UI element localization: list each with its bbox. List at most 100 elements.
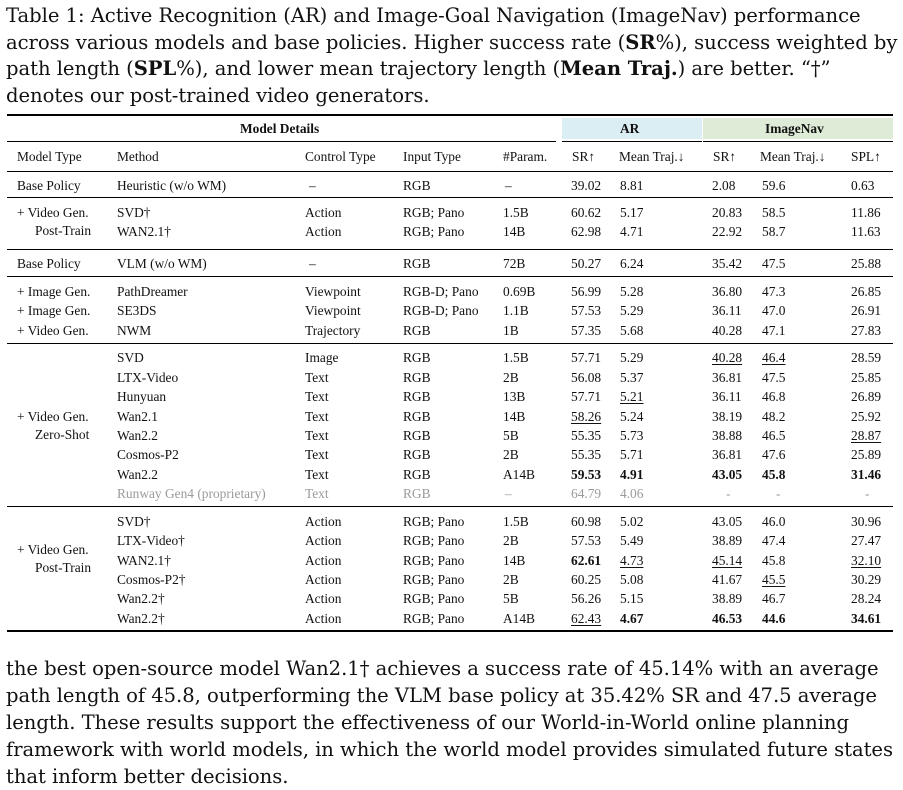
model-type-label: Base Policy bbox=[17, 256, 81, 271]
cell-ar-sr: 62.98 bbox=[571, 224, 602, 239]
model-type-label: + Video Gen. bbox=[17, 205, 89, 220]
cell-in-sr: 38.89 bbox=[712, 533, 743, 548]
cell-ar-sr: 58.26 bbox=[571, 409, 602, 424]
cell-ar-mean-traj: 5.24 bbox=[620, 409, 644, 424]
cell-in-mean-traj: 47.0 bbox=[762, 303, 786, 318]
col-model-type: Model Type bbox=[17, 149, 82, 164]
cell-input-type: RGB bbox=[403, 256, 431, 271]
cell-param: 14B bbox=[503, 409, 526, 424]
cell-in-spl: 11.86 bbox=[851, 205, 881, 220]
cell-in-mean-traj: 47.5 bbox=[762, 370, 786, 385]
cell-ar-sr: 57.35 bbox=[571, 323, 602, 338]
cell-in-mean-traj: 47.5 bbox=[762, 256, 786, 271]
cell-ar-sr: 55.35 bbox=[571, 447, 602, 462]
cell-ar-mean-traj: 6.24 bbox=[620, 256, 644, 271]
col-ar-mean-traj: Mean Traj.↓ bbox=[619, 149, 685, 164]
cell-input-type: RGB; Pano bbox=[403, 553, 465, 568]
cell-input-type: RGB bbox=[403, 178, 431, 193]
cell-param: 2B bbox=[503, 572, 519, 587]
cell-in-sr: 40.28 bbox=[712, 350, 743, 365]
cell-param: 1.5B bbox=[503, 350, 529, 365]
cell-param: – bbox=[505, 178, 512, 193]
col-method: Method bbox=[117, 149, 159, 164]
cell-ar-sr: 60.98 bbox=[571, 514, 602, 529]
top-rule bbox=[7, 114, 893, 116]
cell-method: Cosmos-P2 bbox=[117, 447, 179, 462]
cell-param: 13B bbox=[503, 389, 526, 404]
cell-in-sr: 36.81 bbox=[712, 447, 743, 462]
cell-in-spl: 32.10 bbox=[851, 553, 882, 568]
cell-method: Hunyuan bbox=[117, 389, 167, 404]
cell-in-mean-traj: 47.1 bbox=[762, 323, 786, 338]
cell-ar-sr: 57.71 bbox=[571, 389, 602, 404]
cell-in-mean-traj: 46.4 bbox=[762, 350, 786, 365]
cell-in-sr: 22.92 bbox=[712, 224, 743, 239]
cell-ar-sr: 55.35 bbox=[571, 428, 602, 443]
group-rule bbox=[7, 343, 893, 344]
cell-ar-mean-traj: 5.73 bbox=[620, 428, 644, 443]
cell-input-type: RGB; Pano bbox=[403, 591, 465, 606]
cell-ar-sr: 57.53 bbox=[571, 303, 602, 318]
cell-in-sr: 36.81 bbox=[712, 370, 743, 385]
cell-method: WAN2.1† bbox=[117, 224, 171, 239]
cell-input-type: RGB; Pano bbox=[403, 514, 465, 529]
body-paragraph: the best open-source model Wan2.1† achie… bbox=[6, 657, 893, 788]
cell-ar-mean-traj: 4.91 bbox=[620, 467, 644, 482]
cell-control-type: Action bbox=[305, 591, 342, 606]
cell-control-type: Action bbox=[305, 533, 342, 548]
group-header-imagenav: ImageNav bbox=[765, 121, 824, 136]
cell-in-sr: 36.80 bbox=[712, 284, 743, 299]
cell-in-mean-traj: 45.8 bbox=[762, 553, 786, 568]
cmidrule-imagenav bbox=[703, 141, 893, 142]
cell-ar-mean-traj: 5.71 bbox=[620, 447, 644, 462]
cell-in-mean-traj: 46.0 bbox=[762, 514, 786, 529]
cell-control-type: Text bbox=[305, 370, 329, 385]
cell-control-type: – bbox=[309, 178, 316, 193]
cell-control-type: Action bbox=[305, 224, 342, 239]
cell-ar-sr: 64.79 bbox=[571, 486, 602, 501]
cell-in-spl: 31.46 bbox=[851, 467, 882, 482]
cell-param: 1B bbox=[503, 323, 519, 338]
cell-in-spl: 25.88 bbox=[851, 256, 882, 271]
cell-in-sr: 36.11 bbox=[712, 389, 742, 404]
table-caption: Table 1: Active Recognition (AR) and Ima… bbox=[6, 4, 898, 107]
cell-in-sr: 41.67 bbox=[712, 572, 743, 587]
cell-in-spl: 27.47 bbox=[851, 533, 882, 548]
cell-in-spl: 11.63 bbox=[851, 224, 881, 239]
cell-input-type: RGB; Pano bbox=[403, 533, 465, 548]
cell-in-spl: 28.59 bbox=[851, 350, 882, 365]
cell-in-sr: 43.05 bbox=[712, 514, 743, 529]
cell-control-type: Action bbox=[305, 514, 342, 529]
cell-param: 1.1B bbox=[503, 303, 529, 318]
cell-input-type: RGB bbox=[403, 350, 431, 365]
cell-method: Wan2.1 bbox=[117, 409, 158, 424]
cell-method: LTX-Video† bbox=[117, 533, 185, 548]
cell-method: NWM bbox=[117, 323, 152, 338]
cell-input-type: RGB bbox=[403, 370, 431, 385]
cell-in-sr: 45.14 bbox=[712, 553, 743, 568]
cell-control-type: Text bbox=[305, 389, 329, 404]
cell-param: 5B bbox=[503, 428, 519, 443]
cell-method: Wan2.2 bbox=[117, 467, 158, 482]
cell-param: A14B bbox=[503, 611, 535, 626]
cell-in-spl: 25.85 bbox=[851, 370, 882, 385]
cell-ar-sr: 60.62 bbox=[571, 205, 602, 220]
cell-input-type: RGB bbox=[403, 428, 431, 443]
bottom-rule bbox=[7, 630, 893, 632]
cell-in-sr: 2.08 bbox=[712, 178, 736, 193]
cell-ar-mean-traj: 8.81 bbox=[620, 178, 644, 193]
cell-in-spl: 25.89 bbox=[851, 447, 882, 462]
group-rule bbox=[7, 506, 893, 507]
cell-in-sr: 38.88 bbox=[712, 428, 743, 443]
cell-in-spl: 27.83 bbox=[851, 323, 882, 338]
cell-ar-sr: 62.43 bbox=[571, 611, 602, 626]
cell-ar-sr: 57.53 bbox=[571, 533, 602, 548]
cmidrule-ar bbox=[562, 141, 702, 142]
cell-control-type: Text bbox=[305, 428, 329, 443]
cell-control-type: Trajectory bbox=[305, 323, 361, 338]
cell-ar-mean-traj: 5.08 bbox=[620, 572, 644, 587]
cell-method: SE3DS bbox=[117, 303, 157, 318]
cell-in-spl: 0.63 bbox=[851, 178, 875, 193]
cell-ar-mean-traj: 5.29 bbox=[620, 303, 644, 318]
model-type-label: + Video Gen. bbox=[17, 409, 89, 424]
